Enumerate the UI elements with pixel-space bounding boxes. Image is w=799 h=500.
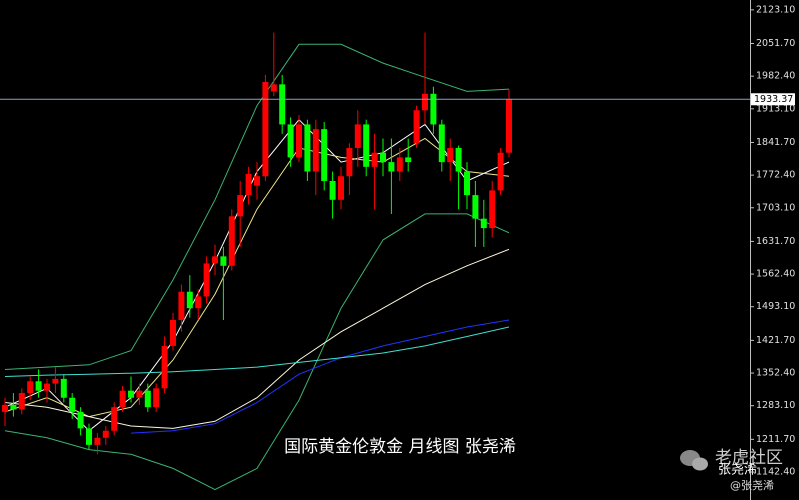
candle-body	[52, 378, 59, 384]
candle-body	[195, 296, 202, 309]
candle-body	[270, 84, 277, 92]
candle-body	[186, 291, 193, 309]
candle-body	[86, 428, 92, 445]
y-tick-label: 1493.10	[756, 301, 795, 312]
candle-body	[237, 195, 244, 217]
candle-body	[35, 381, 42, 391]
candle-body	[346, 147, 353, 177]
candle-body	[447, 147, 454, 163]
icon-bubble	[692, 457, 708, 471]
candle-body	[472, 195, 479, 219]
candle-body	[371, 152, 378, 167]
candle-body	[220, 256, 227, 266]
watermark-handle: @张尧浠	[730, 478, 774, 492]
candle-body	[161, 345, 168, 389]
candle-body	[60, 378, 67, 398]
candle-body	[354, 124, 361, 148]
candle-body	[111, 407, 118, 431]
candle-body	[413, 110, 420, 144]
candle-body	[245, 173, 252, 196]
candle-body	[254, 176, 260, 186]
candle-body	[422, 93, 428, 111]
y-tick-label: 1841.70	[756, 137, 795, 148]
candle-body	[10, 404, 17, 410]
candle-body	[388, 162, 395, 172]
last-price-label: 1933.37	[754, 94, 793, 105]
candle-body	[119, 390, 126, 408]
indicator-line	[130, 319, 510, 434]
wechat-icon	[680, 450, 708, 471]
y-tick-label: 1913.10	[756, 103, 795, 114]
candle-body	[455, 147, 462, 172]
candle-body	[94, 437, 101, 445]
y-tick-label: 1142.40	[756, 467, 795, 478]
candle-body	[304, 124, 311, 172]
candle-body	[287, 124, 294, 158]
candle-body	[497, 152, 504, 191]
candle-body	[27, 381, 34, 394]
candle-body	[102, 430, 109, 438]
candle-body	[128, 390, 134, 398]
y-tick-label: 1211.70	[756, 434, 795, 445]
candle-body	[321, 129, 328, 181]
candle-body	[279, 84, 286, 125]
candle-body	[338, 176, 344, 200]
y-tick-label: 2051.70	[756, 38, 795, 49]
candle-body	[329, 180, 336, 200]
y-tick-label: 1982.40	[756, 71, 795, 82]
y-tick-label: 1562.40	[756, 269, 795, 280]
candle-body	[438, 124, 445, 163]
indicator-line	[4, 213, 510, 491]
candle-body	[464, 171, 470, 196]
candle-body	[69, 397, 76, 412]
candle-body	[380, 152, 386, 163]
candle-body	[262, 81, 269, 177]
candle-body	[405, 157, 412, 163]
y-tick-label: 1283.10	[756, 400, 795, 411]
candle-body	[480, 218, 487, 229]
candle-body	[136, 390, 143, 398]
y-tick-label: 1631.70	[756, 236, 795, 247]
y-tick-label: 1421.70	[756, 335, 795, 346]
candle-body	[430, 93, 437, 125]
candle-body	[77, 411, 84, 429]
candle-body	[489, 190, 496, 229]
watermark: 老虎社区	[715, 448, 783, 468]
indicator-line	[4, 248, 510, 429]
candle-body	[44, 383, 50, 391]
candle-body	[178, 291, 185, 320]
caption: 国际黄金伦敦金 月线图 张尧浠	[284, 437, 516, 457]
candle-body	[296, 124, 302, 158]
candle-body	[396, 157, 403, 172]
indicator-line	[4, 326, 510, 377]
last-price-box	[751, 93, 795, 106]
candle-body	[312, 129, 319, 172]
candle-body	[363, 124, 370, 167]
y-tick-label: 1772.40	[756, 170, 795, 181]
candle-body	[18, 393, 25, 410]
y-tick-label: 1352.40	[756, 368, 795, 379]
candle-body	[228, 216, 235, 266]
y-tick-label: 1703.10	[756, 202, 795, 213]
watermark-name: 张尧浠	[718, 463, 757, 478]
candle-body	[153, 388, 160, 408]
candle-body	[203, 263, 210, 297]
y-tick-label: 2123.10	[756, 4, 795, 15]
candle-body	[144, 390, 151, 408]
candle-body	[506, 99, 512, 153]
candle-body	[2, 404, 8, 412]
candle-body	[212, 256, 218, 264]
plot	[2, 32, 512, 491]
candle-body	[170, 319, 176, 346]
